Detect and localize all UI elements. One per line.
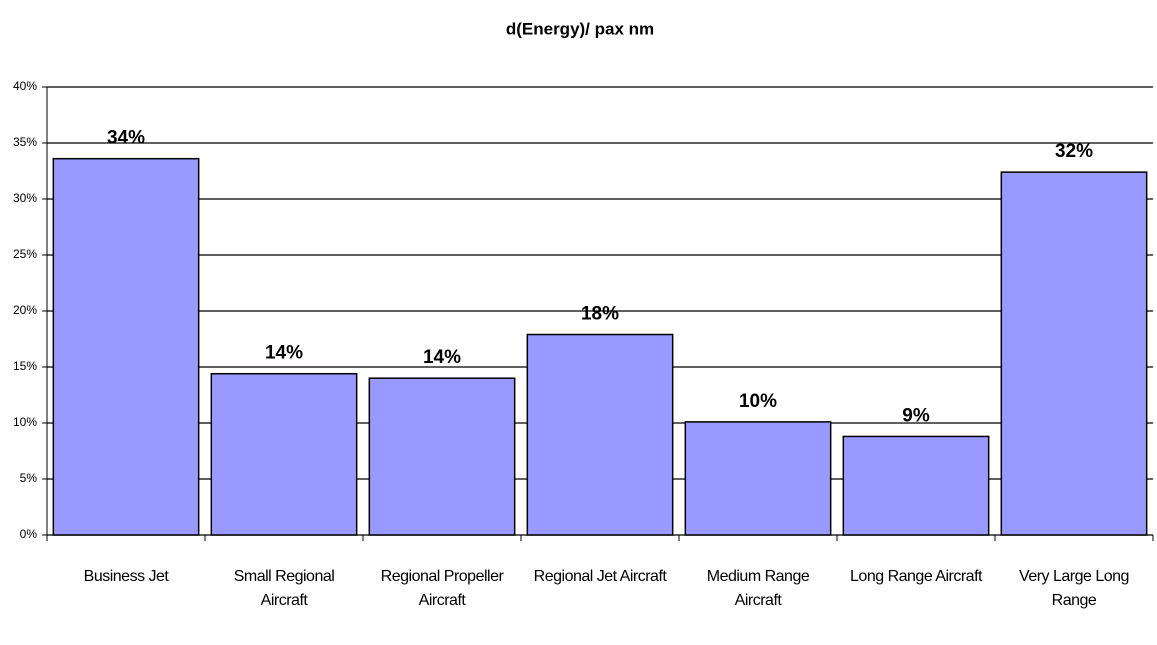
value-label: 14% bbox=[423, 347, 461, 368]
y-tick-label: 15% bbox=[13, 359, 37, 373]
bar bbox=[526, 333, 674, 536]
x-tick-label: Regional Propeller Aircraft bbox=[380, 568, 504, 609]
y-tick-label: 20% bbox=[13, 303, 37, 317]
bar bbox=[1000, 171, 1148, 536]
value-label: 18% bbox=[581, 304, 619, 325]
y-tick-label: 40% bbox=[13, 79, 37, 93]
value-label: 10% bbox=[739, 391, 777, 412]
x-tick-label: Small Regional Aircraft bbox=[233, 568, 335, 609]
y-tick-label: 10% bbox=[13, 415, 37, 429]
value-label: 9% bbox=[902, 405, 930, 426]
y-tick-label: 30% bbox=[13, 191, 37, 205]
x-tick-label: Regional Jet Aircraft bbox=[533, 568, 667, 585]
bar bbox=[368, 377, 516, 536]
bar bbox=[210, 372, 358, 536]
y-tick-label: 25% bbox=[13, 247, 37, 261]
bar bbox=[684, 421, 832, 536]
x-tick-label: Long Range Aircraft bbox=[850, 568, 982, 585]
y-tick-label: 35% bbox=[13, 135, 37, 149]
bar bbox=[52, 157, 200, 536]
x-tick-label: Very Large Long Range bbox=[1019, 568, 1129, 609]
chart-title: d(Energy)/ pax nm bbox=[506, 19, 654, 38]
y-tick-label: 5% bbox=[20, 471, 38, 485]
value-label: 32% bbox=[1055, 141, 1093, 162]
value-label: 14% bbox=[265, 343, 303, 364]
x-tick-label: Medium Range Aircraft bbox=[706, 568, 810, 609]
bar bbox=[842, 435, 990, 536]
x-tick-label: Business Jet bbox=[83, 568, 169, 585]
y-tick-label: 0% bbox=[20, 527, 38, 541]
value-label: 34% bbox=[107, 128, 145, 149]
